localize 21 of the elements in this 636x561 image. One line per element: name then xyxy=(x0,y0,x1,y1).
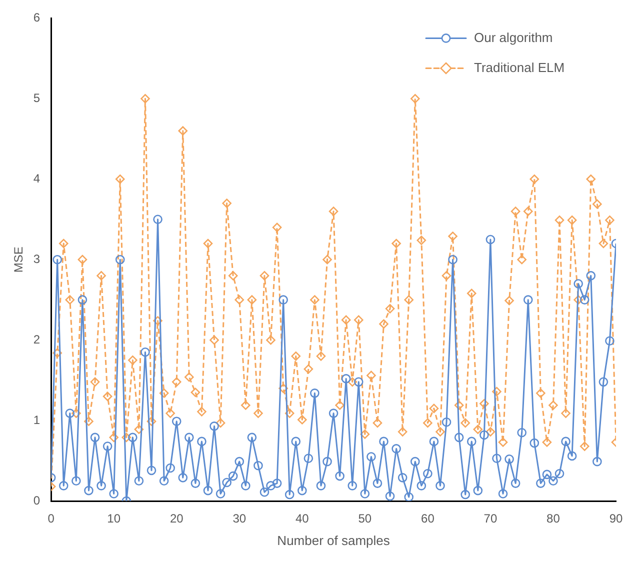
x-tick-label: 0 xyxy=(48,512,55,526)
x-tick-label: 50 xyxy=(358,512,372,526)
y-tick-label: 6 xyxy=(33,10,40,25)
x-tick-label: 80 xyxy=(546,512,560,526)
y-tick-label: 0 xyxy=(33,493,40,508)
legend-label: Traditional ELM xyxy=(474,60,565,75)
y-tick-label: 5 xyxy=(33,90,40,105)
x-tick-label: 10 xyxy=(107,512,121,526)
y-tick-label: 4 xyxy=(33,171,40,186)
y-tick-label: 1 xyxy=(33,412,40,427)
y-tick-label: 3 xyxy=(33,252,40,266)
x-tick-label: 70 xyxy=(484,512,498,526)
legend-label: Our algorithm xyxy=(474,30,553,45)
y-axis-title: MSE xyxy=(12,246,26,273)
x-tick-label: 30 xyxy=(232,512,246,526)
y-tick-label: 2 xyxy=(33,332,40,346)
x-tick-label: 60 xyxy=(421,512,435,526)
x-axis-title: Number of samples xyxy=(277,532,390,548)
x-tick-label: 20 xyxy=(170,512,184,526)
x-tick-label: 90 xyxy=(609,512,623,526)
x-tick-label: 40 xyxy=(295,512,310,526)
